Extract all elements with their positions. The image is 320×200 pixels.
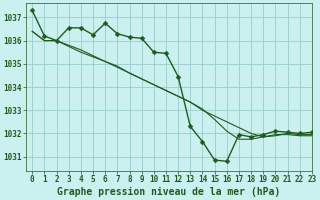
X-axis label: Graphe pression niveau de la mer (hPa): Graphe pression niveau de la mer (hPa) <box>57 186 281 197</box>
